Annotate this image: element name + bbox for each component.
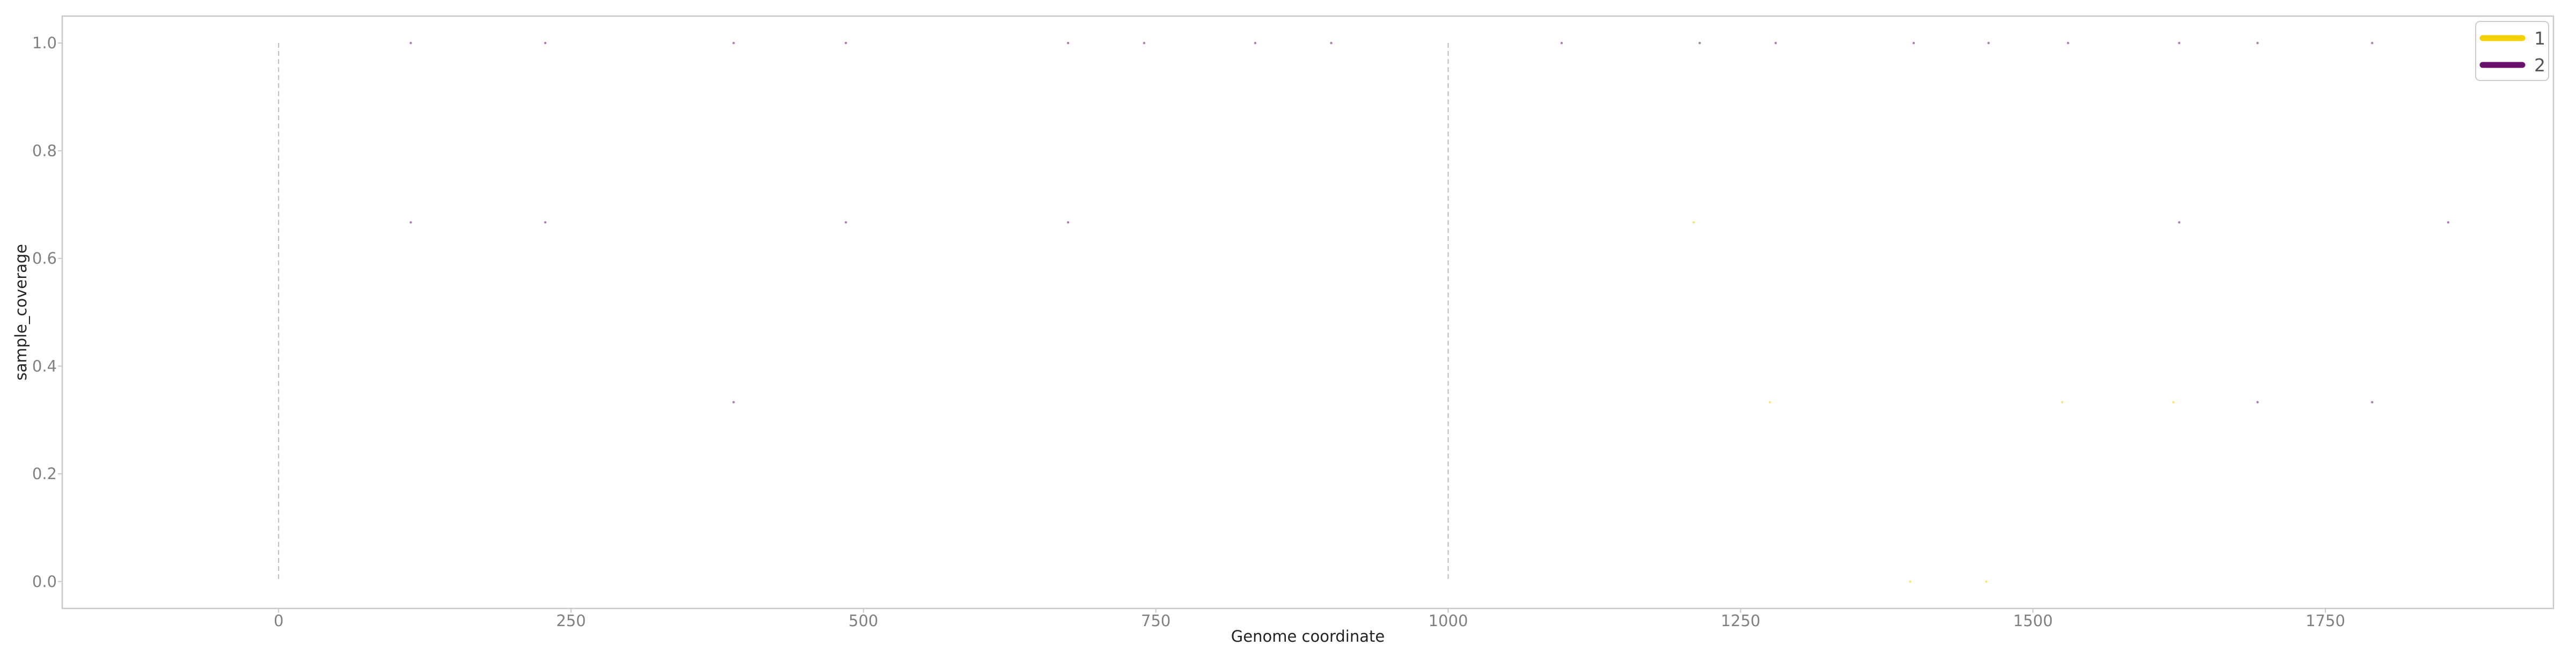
point-s2-21 (2178, 221, 2180, 224)
point-s2-0 (409, 41, 412, 45)
x-tick-label-6: 1500 (2013, 612, 2053, 630)
point-s2-12 (1987, 41, 1990, 45)
point-s1-2 (1909, 580, 1912, 583)
legend: 12 (2475, 21, 2549, 81)
x-tick-label-5: 1250 (1721, 612, 1760, 630)
point-s2-7 (1330, 41, 1333, 45)
plot-area-frame (61, 15, 2555, 610)
point-s2-11 (1912, 41, 1915, 45)
x-tick-label-0: 0 (274, 612, 283, 630)
point-s2-20 (1067, 221, 1070, 224)
point-s2-23 (732, 401, 735, 403)
data-points (409, 41, 2450, 583)
point-s1-5 (2172, 401, 2175, 403)
point-s2-13 (2067, 41, 2069, 45)
point-s2-19 (844, 221, 847, 224)
y-tick-label-4: 0.8 (32, 142, 57, 160)
point-s2-15 (2256, 41, 2259, 45)
x-tick-label-2: 500 (848, 612, 878, 630)
point-s2-10 (1774, 41, 1777, 45)
point-s2-16 (2371, 41, 2374, 45)
point-s2-9 (1698, 41, 1701, 45)
point-s2-6 (1254, 41, 1257, 45)
point-s2-4 (1067, 41, 1070, 45)
y-tick-label-3: 0.6 (32, 249, 57, 268)
x-axis-label: Genome coordinate (1231, 627, 1385, 644)
x-tick-label-1: 250 (556, 612, 586, 630)
x-axis-ticks: 0 250 500 750 1000 1250 1500 1750 (274, 608, 2345, 630)
point-s2-8 (1560, 41, 1563, 45)
x-tick-label-4: 1000 (1429, 612, 1468, 630)
point-s2-18 (544, 221, 547, 224)
x-tick-label-7: 1750 (2306, 612, 2345, 630)
point-s2-17 (409, 221, 412, 224)
y-axis-label: sample_coverage (12, 244, 30, 381)
point-s2-25 (2371, 401, 2374, 403)
point-s2-1 (544, 41, 547, 45)
point-s2-3 (844, 41, 847, 45)
y-tick-label-5: 1.0 (32, 34, 57, 52)
legend-label-1: 1 (2534, 28, 2545, 49)
point-s2-22 (2447, 221, 2450, 224)
y-tick-label-1: 0.2 (32, 465, 57, 483)
x-tick-label-3: 750 (1141, 612, 1170, 630)
point-s2-5 (1143, 41, 1146, 45)
point-s1-1 (1768, 401, 1772, 403)
y-axis-ticks: 0.0 0.2 0.4 0.6 0.8 1.0 (32, 34, 62, 591)
legend-label-2: 2 (2534, 55, 2545, 76)
y-tick-label-2: 0.4 (32, 357, 57, 375)
point-s2-24 (2256, 401, 2259, 403)
point-s1-0 (1692, 221, 1695, 224)
point-s2-14 (2178, 41, 2180, 45)
point-s2-2 (732, 41, 735, 45)
point-s1-4 (2061, 401, 2063, 403)
point-s1-3 (1985, 580, 1988, 583)
reference-lines (278, 43, 1449, 582)
y-tick-label-0: 0.0 (32, 572, 57, 591)
